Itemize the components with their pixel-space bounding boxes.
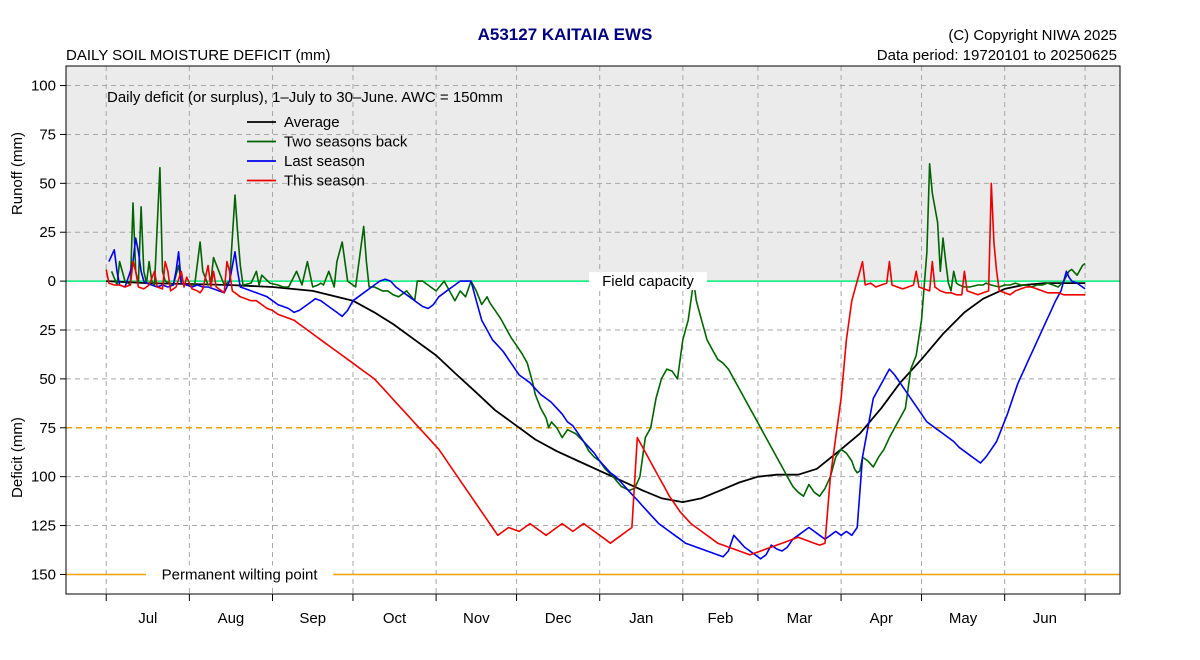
y-axis: 100 75 50 25 0 25 50 75 100 125 150 — [31, 78, 66, 583]
reference-label-background — [589, 272, 707, 291]
data-period-text: Data period: 19720101 to 20250625 — [877, 47, 1117, 64]
legend-label-this-season: This season — [284, 173, 365, 190]
x-tick-label-jan: Jan — [629, 610, 653, 627]
y-tick-label: 50 — [39, 175, 56, 192]
legend-label-last-season: Last season — [284, 153, 365, 170]
y-tick-label: 125 — [31, 518, 56, 535]
x-tick-label-oct: Oct — [383, 610, 407, 627]
y-tick-label: 25 — [39, 322, 56, 339]
x-tick-label-apr: Apr — [870, 610, 893, 627]
legend-label-average: Average — [284, 114, 340, 131]
series-line-this-season — [105, 182, 1086, 556]
y-tick-label: 50 — [39, 371, 56, 388]
y-tick-label: 0 — [48, 273, 56, 290]
chart-annotation: Daily deficit (or surplus), 1–July to 30… — [107, 89, 503, 106]
reference-label-field-capacity: Field capacity — [602, 273, 694, 290]
x-axis: Jul Aug Sep Oct Nov Dec Jan Feb Mar Apr May Jun — [105, 594, 1086, 627]
series-line-last-season — [108, 237, 1086, 560]
chart-title: A53127 KAITAIA EWS — [478, 25, 653, 44]
y-tick-label: 75 — [39, 420, 56, 437]
reference-label-wilting-point: Permanent wilting point — [162, 566, 319, 583]
series-line-average — [106, 280, 1086, 504]
x-tick-label-may: May — [949, 610, 978, 627]
plot-area: Field capacity Permanent wilting point — [65, 65, 1121, 595]
x-tick-label-jul: Jul — [138, 610, 157, 627]
legend: Average Two seasons back Last season This s… — [247, 114, 408, 190]
chart-subtitle: DAILY SOIL MOISTURE DEFICIT (mm) — [66, 47, 330, 64]
reference-labels: Field capacity Permanent wilting point — [146, 272, 707, 584]
series-lines — [105, 163, 1086, 560]
y-axis-label-runoff: Runoff (mm) — [9, 132, 26, 215]
grid-lines — [66, 66, 1120, 594]
series-line-two-seasons-back — [110, 163, 1086, 498]
legend-label-two-seasons-back: Two seasons back — [284, 134, 408, 151]
x-tick-label-dec: Dec — [545, 610, 572, 627]
y-tick-label: 75 — [39, 126, 56, 143]
copyright-text: (C) Copyright NIWA 2025 — [948, 27, 1117, 44]
y-tick-label: 100 — [31, 469, 56, 486]
x-tick-label-feb: Feb — [707, 610, 733, 627]
y-tick-label: 25 — [39, 224, 56, 241]
x-tick-label-nov: Nov — [463, 610, 490, 627]
y-tick-label: 150 — [31, 566, 56, 583]
x-tick-label-mar: Mar — [787, 610, 813, 627]
x-tick-label-aug: Aug — [218, 610, 245, 627]
x-tick-label-jun: Jun — [1033, 610, 1057, 627]
reference-label-background — [146, 565, 334, 584]
y-tick-label: 100 — [31, 78, 56, 95]
x-tick-label-sep: Sep — [299, 610, 326, 627]
y-axis-label-deficit: Deficit (mm) — [9, 417, 26, 498]
